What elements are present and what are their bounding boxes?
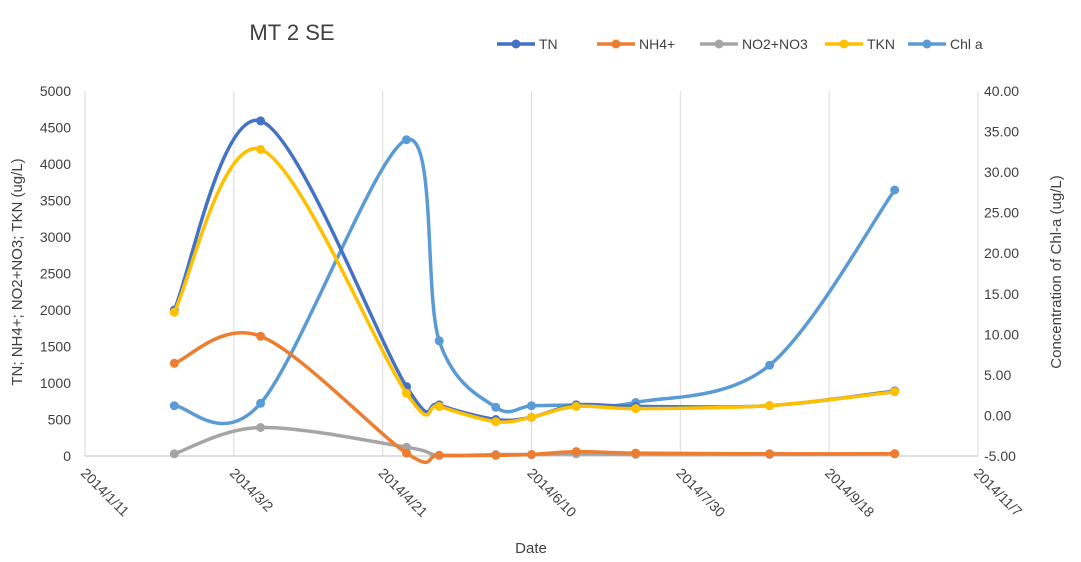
y-axis-left-label: TN; NH4+; NO2+NO3; TKN (ug/L)	[9, 158, 26, 385]
data-point-tn	[256, 116, 266, 126]
y-right-tick-label: 20.00	[984, 245, 1019, 261]
data-point-chl-a	[169, 401, 179, 411]
y-left-tick-label: 4500	[40, 120, 71, 136]
data-point-no2-no3	[256, 423, 266, 432]
legend: TN NH4+ NO2+NO3 TKN Chl a	[497, 36, 983, 52]
data-point-nh4	[256, 331, 266, 341]
data-point-nh4	[890, 449, 900, 459]
y-right-tick-label: 40.00	[984, 83, 1019, 99]
y-right-tick-label: 25.00	[984, 205, 1019, 221]
data-point-nh4	[402, 448, 411, 458]
data-point-chl-a	[402, 135, 411, 145]
y-right-tick-label: 15.00	[984, 286, 1019, 302]
y-right-tick-label: 0.00	[984, 407, 1011, 423]
y-axis-right-label: Concentration of Chl-a (ug/L)	[1048, 175, 1065, 368]
legend-swatch-marker	[839, 39, 849, 49]
y-right-tick-label: 5.00	[984, 367, 1011, 383]
data-point-tkn	[890, 387, 900, 397]
y-left-tick-label: 3500	[40, 193, 71, 209]
legend-label: NH4+	[639, 36, 675, 52]
data-point-chl-a	[890, 185, 900, 195]
data-point-tkn	[571, 401, 581, 411]
data-point-chl-a	[765, 360, 775, 370]
y-right-tick-label: 30.00	[984, 164, 1019, 180]
y-left-tick-label: 4000	[40, 156, 71, 172]
data-point-nh4	[434, 450, 444, 460]
y-right-tick-label: -5.00	[984, 448, 1016, 464]
data-point-tkn	[169, 307, 179, 317]
legend-item-tn: TN	[497, 36, 558, 52]
legend-swatch-marker	[611, 39, 621, 49]
y-right-tick-label: 35.00	[984, 124, 1019, 140]
y-left-tick-label: 1000	[40, 375, 71, 391]
data-point-tkn	[491, 417, 501, 427]
legend-item-nh4: NH4+	[597, 36, 675, 52]
data-point-nh4	[631, 448, 641, 458]
data-point-nh4	[571, 447, 581, 457]
series-layer	[169, 116, 900, 465]
data-point-chl-a	[527, 401, 536, 411]
legend-swatch-marker	[511, 39, 521, 49]
y-right-tick-label: 10.00	[984, 326, 1019, 342]
data-point-tkn	[765, 401, 775, 411]
legend-item-chl-a: Chl a	[908, 36, 983, 52]
data-point-tkn	[256, 144, 266, 154]
y-left-tick-label: 5000	[40, 83, 71, 99]
data-point-tkn	[631, 404, 641, 414]
data-point-chl-a	[256, 398, 266, 408]
y-left-tick-label: 2500	[40, 266, 71, 282]
data-point-nh4	[491, 450, 501, 460]
data-point-tkn	[402, 388, 411, 398]
legend-item-no2-no3: NO2+NO3	[700, 36, 808, 52]
data-point-chl-a	[434, 336, 444, 346]
legend-label: Chl a	[950, 36, 983, 52]
data-point-nh4	[169, 358, 179, 368]
data-point-nh4	[527, 450, 536, 459]
y-left-tick-label: 0	[63, 448, 71, 464]
data-point-nh4	[765, 449, 775, 459]
series-tkn	[169, 144, 900, 427]
y-left-tick-label: 500	[48, 412, 72, 428]
series-line-nh4	[172, 331, 897, 465]
data-point-no2-no3	[169, 449, 179, 459]
x-axis-label: Date	[515, 540, 547, 557]
data-point-tkn	[527, 412, 536, 422]
chart-title: MT 2 SE	[249, 20, 334, 45]
data-point-chl-a	[491, 402, 501, 412]
legend-label: TKN	[867, 36, 895, 52]
y-left-tick-label: 3000	[40, 229, 71, 245]
legend-swatch-marker	[922, 39, 932, 49]
data-point-tkn	[434, 401, 444, 411]
y-left-tick-label: 2000	[40, 302, 71, 318]
legend-label: NO2+NO3	[742, 36, 808, 52]
gridlines	[84, 91, 979, 456]
legend-swatch-marker	[714, 39, 724, 49]
legend-label: TN	[539, 36, 558, 52]
legend-item-tkn: TKN	[825, 36, 895, 52]
series-nh4	[169, 331, 900, 465]
y-left-tick-label: 1500	[40, 339, 71, 355]
